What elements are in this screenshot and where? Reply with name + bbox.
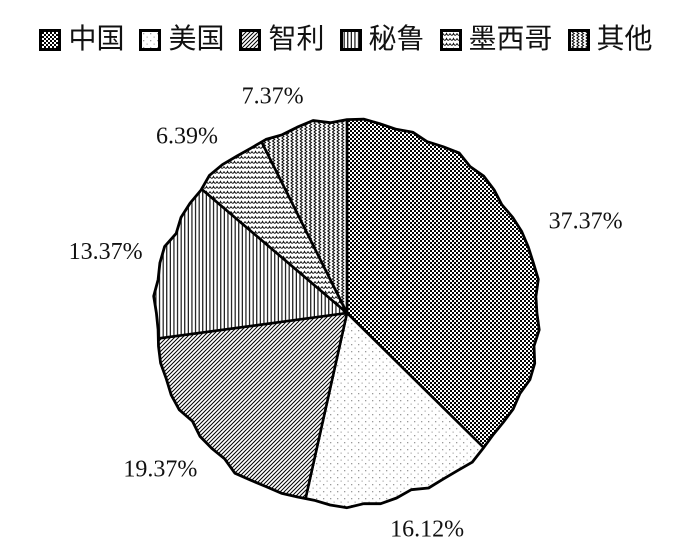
- sparse-dots-swatch-icon: [139, 29, 162, 51]
- diagonal-hatch-swatch-icon: [239, 29, 262, 51]
- legend-item-6: 其他: [567, 24, 653, 55]
- legend-item-2: 美国: [139, 26, 224, 54]
- legend-label: 智利: [268, 24, 325, 55]
- percent-label-中国: 37.37%: [549, 208, 623, 234]
- pie-outline: [152, 117, 541, 510]
- legend-item-3: 智利: [239, 24, 325, 55]
- dense-dot-grid-swatch-icon: [39, 29, 62, 51]
- legend-label: 美国: [168, 24, 225, 55]
- percent-label-智利: 19.37%: [123, 456, 197, 482]
- legend: 中国 美国 智利 秘鲁 墨西哥 其他: [0, 26, 692, 54]
- legend-item-5: 墨西哥: [439, 24, 553, 55]
- legend-item-4: 秘鲁: [339, 24, 425, 55]
- percent-label-墨西哥: 6.39%: [156, 123, 218, 149]
- percent-label-秘鲁: 13.37%: [69, 239, 143, 265]
- vertical-zigzag-swatch-icon: [567, 29, 590, 51]
- pie-slices: [153, 119, 540, 508]
- vertical-lines-swatch-icon: [339, 29, 362, 51]
- pie-percent-labels: 37.37% 16.12% 19.37% 13.37% 6.39% 7.37%: [69, 83, 623, 542]
- legend-item-1: 中国: [39, 26, 124, 54]
- legend-label: 其他: [596, 24, 653, 55]
- legend-label: 中国: [68, 24, 125, 55]
- legend-label: 秘鲁: [368, 24, 425, 55]
- percent-label-美国: 16.12%: [390, 516, 464, 542]
- percent-label-其他: 7.37%: [242, 83, 304, 109]
- horizontal-waves-swatch-icon: [439, 29, 462, 51]
- legend-label: 墨西哥: [468, 24, 553, 55]
